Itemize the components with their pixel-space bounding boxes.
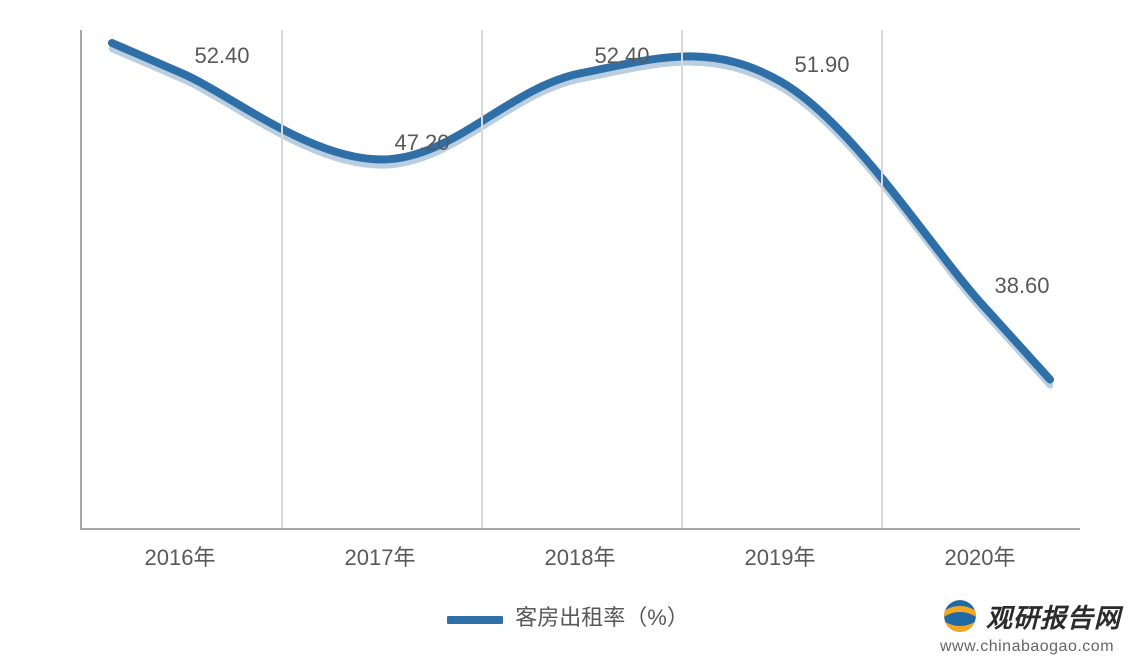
watermark-title: 观研报告网 bbox=[986, 598, 1121, 635]
gridline bbox=[481, 30, 483, 528]
x-tick-label: 2017年 bbox=[345, 540, 416, 572]
x-axis: 2016年 2017年 2018年 2019年 2020年 bbox=[80, 540, 1080, 570]
chart-container: 52.4047.2052.4051.9038.60 2016年2017年2018… bbox=[50, 30, 1080, 550]
globe-icon bbox=[940, 596, 980, 636]
gridline bbox=[681, 30, 683, 528]
data-label: 51.90 bbox=[794, 52, 849, 78]
legend-swatch bbox=[447, 606, 503, 632]
watermark: 观研报告网 www.chinabaogao.com bbox=[940, 596, 1121, 656]
data-label: 47.20 bbox=[394, 130, 449, 156]
data-label: 38.60 bbox=[994, 273, 1049, 299]
line-series-svg bbox=[82, 30, 1080, 528]
plot-area: 52.40 47.20 52.40 51.90 38.60 bbox=[80, 30, 1080, 530]
x-tick-label: 2020年 bbox=[945, 540, 1016, 572]
legend-label: 客房出租率（%） bbox=[515, 605, 689, 630]
line-series bbox=[112, 43, 1050, 380]
x-tick-label: 2016年 bbox=[145, 540, 216, 572]
watermark-url: www.chinabaogao.com bbox=[940, 638, 1121, 656]
data-label: 52.40 bbox=[194, 43, 249, 69]
gridline bbox=[881, 30, 883, 528]
x-tick-label: 2019年 bbox=[745, 540, 816, 572]
x-tick-label: 2018年 bbox=[545, 540, 616, 572]
data-label: 52.40 bbox=[594, 43, 649, 69]
gridline bbox=[281, 30, 283, 528]
